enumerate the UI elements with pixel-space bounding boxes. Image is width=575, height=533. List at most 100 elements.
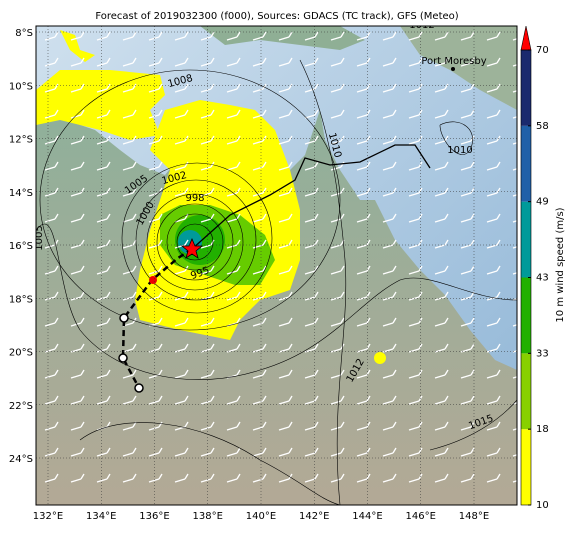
png-land [400,26,517,110]
past-track [191,144,431,250]
wind-barb [356,343,371,353]
wind-barb [304,369,319,379]
wind-barb [356,473,371,483]
wind-barb [148,109,163,119]
x-tick-label: 142°E [299,511,329,522]
wind-barb [278,239,293,249]
wind-barb [512,350,517,353]
wind-barb [434,109,449,119]
wind-barb [356,265,371,275]
wind-barb [356,421,371,431]
wind-barb [70,317,85,327]
wind-barb [252,447,267,457]
wind-barb [200,395,215,405]
wind-barb [44,265,59,275]
wind-barb [122,473,137,483]
wind-barb [122,265,137,275]
wind-barb [70,265,85,275]
y-tick-label: 10°S [9,81,33,92]
wind-barb [148,473,163,483]
colorbar-segment [521,125,531,202]
axes: 132°E 134°E 136°E 138°E 140°E 142°E 144°E 146°E… [9,28,489,522]
wind-barb [226,395,241,405]
wind-barb [304,31,319,41]
wind-barb [174,57,189,67]
colorbar-segment [521,353,531,430]
wind-barb [278,447,293,457]
wind-barb [252,421,267,431]
wind-barb [460,161,475,171]
wind-barb [70,239,85,249]
wind-barb [460,421,475,431]
wind-barb [200,135,215,145]
wind-barb [460,187,475,197]
wind-barb [382,473,397,483]
wind-barb [278,83,293,93]
wind-barb [330,31,345,41]
wind-barb [486,83,501,93]
wind-barb [70,161,85,171]
wind-barb [434,239,449,249]
x-tick-label: 132°E [33,511,63,522]
wind-barb [44,83,59,93]
wind-barb [382,447,397,457]
wind-barb [96,161,111,171]
wind-barb [70,213,85,223]
y-tick-label: 20°S [9,348,33,359]
wind-barb [460,265,475,275]
wind-barb [44,343,59,353]
wind-barb [278,291,293,301]
wind-barb [278,57,293,67]
wind-barb [356,187,371,197]
wind-barb [486,265,501,275]
wind-barb [330,421,345,431]
wind-barb [434,317,449,327]
wind-barb [70,57,85,67]
wind-barb [122,447,137,457]
wind-barb [148,447,163,457]
wind-barb [512,220,517,223]
wind-barb [434,473,449,483]
x-tick-label: 148°E [459,511,489,522]
wind-barb [96,57,111,67]
y-tick-label: 8°S [15,28,33,39]
wind-area [374,352,386,364]
wind-barb [486,109,501,119]
isobar-label: 1010 [447,145,472,156]
wind-barb [278,369,293,379]
wind-barb [434,57,449,67]
wind-barb [122,187,137,197]
wind-barb [122,369,137,379]
wind-barb [44,109,59,119]
wind-barb [122,161,137,171]
wind-barb [408,421,423,431]
wind-barb [434,213,449,223]
wind-barb [512,142,517,145]
colorbar-tick-label: 10 [536,500,549,511]
wind-barb [304,317,319,327]
wind-barb [70,421,85,431]
wind-barb [174,187,189,197]
wind-barb [330,109,345,119]
wind-barb [304,135,319,145]
wind-barb [226,109,241,119]
wind-barb [304,421,319,431]
wind-barb [122,343,137,353]
wind-barb [382,135,397,145]
wind-barb [304,187,319,197]
wind-barb [408,265,423,275]
wind-barb [200,187,215,197]
wind-barb [70,135,85,145]
wind-barb [304,447,319,457]
wind-barb [408,447,423,457]
wind-barb [382,31,397,41]
wind-barb [460,317,475,327]
wind-barb [96,239,111,249]
wind-barb [356,83,371,93]
wind-barb [356,161,371,171]
wind-barb [408,213,423,223]
wind-barb [226,135,241,145]
wind-barb [330,187,345,197]
